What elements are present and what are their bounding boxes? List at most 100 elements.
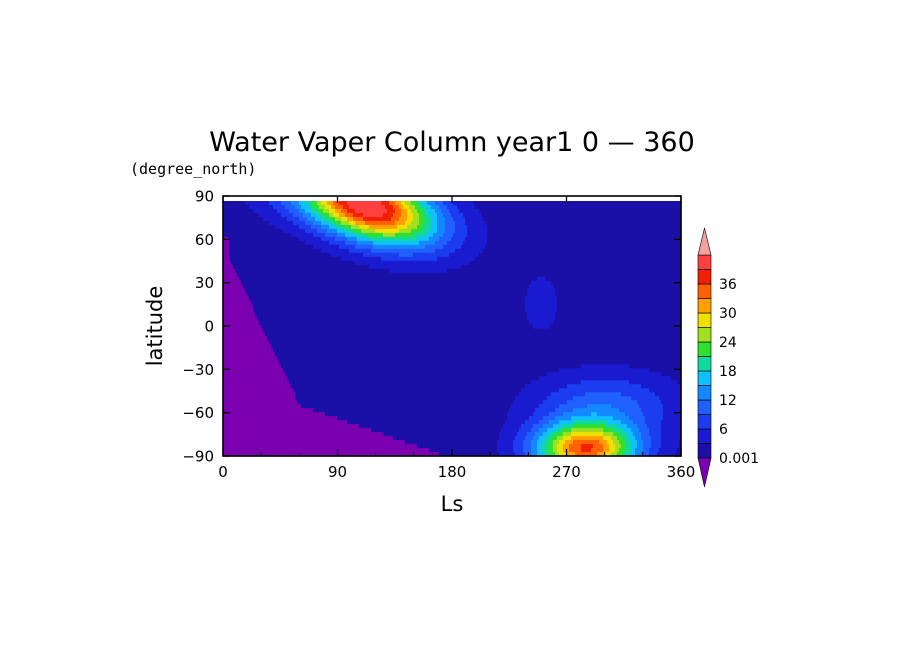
contour-cell: [343, 204, 350, 210]
contour-cell: [575, 452, 598, 457]
contour-cell: [417, 224, 424, 230]
contour-cell: [453, 216, 466, 222]
contour-cell: [541, 448, 548, 453]
contour-cell: [447, 268, 682, 274]
contour-cell: [383, 212, 394, 218]
contour-cell: [485, 244, 682, 250]
contour-cell: [529, 320, 554, 326]
contour-cell: [341, 256, 382, 262]
contour-cell: [455, 248, 484, 254]
contour-cell: [315, 216, 322, 222]
contour-cell: [649, 428, 662, 433]
y-axis: 90 60 30 0 −30 −60 −90: [182, 188, 681, 466]
contour-cell: [277, 208, 290, 214]
contour-cell: [331, 252, 364, 258]
contour-cell: [275, 352, 682, 357]
x-tick-label: 360: [667, 463, 696, 481]
contour-cell: [677, 448, 682, 453]
contour-cell: [229, 236, 300, 242]
contour-cell: [637, 424, 648, 429]
contour-cell: [521, 388, 560, 393]
contour-cell: [311, 201, 318, 206]
contour-cell: [555, 416, 572, 421]
contour-cell: [223, 380, 290, 385]
contour-cell: [621, 420, 634, 425]
contour-cell: [611, 436, 618, 441]
contour-cell: [475, 256, 682, 262]
contour-cell: [613, 416, 630, 421]
contour-cell: [631, 440, 638, 445]
contour-cell: [479, 208, 682, 214]
contour-cell: [329, 208, 336, 214]
contour-cell: [381, 201, 390, 206]
contour-cell: [223, 384, 292, 389]
contour-cell: [677, 380, 682, 385]
contour-cell: [369, 224, 398, 230]
contour-cell: [423, 212, 430, 218]
contour-cell: [465, 216, 484, 222]
contour-cell: [501, 428, 520, 433]
contour-cell: [223, 240, 230, 246]
contour-cell: [481, 212, 682, 218]
contour-cell: [283, 368, 560, 373]
contour-cell: [649, 368, 682, 373]
contour-cell: [223, 408, 314, 413]
contour-cell: [557, 296, 682, 302]
contour-cell: [635, 448, 644, 453]
contour-cell: [539, 376, 672, 381]
contour-cell: [431, 220, 438, 226]
contour-cell: [391, 216, 400, 222]
contour-cell: [437, 216, 446, 222]
contour-cell: [487, 224, 682, 230]
contour-cell: [429, 228, 438, 234]
contour-cell: [635, 436, 642, 441]
contour-cell: [425, 232, 434, 238]
contour-cell: [313, 204, 320, 210]
contour-cell: [309, 204, 314, 210]
contour-cell: [289, 208, 300, 214]
contour-cell: [423, 208, 428, 214]
contour-cell: [223, 336, 268, 342]
contour-cell: [649, 448, 660, 453]
contour-cell: [641, 384, 682, 389]
contour-cell: [529, 416, 544, 421]
contour-cell: [587, 404, 612, 409]
contour-cell: [513, 400, 544, 405]
contour-cell: [223, 400, 298, 405]
contour-cell: [339, 212, 346, 218]
contour-cell: [661, 432, 682, 437]
contour-cell: [439, 452, 500, 457]
contour-cell: [603, 428, 614, 433]
contour-cell: [229, 244, 314, 250]
contour-cell: [519, 392, 552, 397]
contour-cell: [513, 440, 524, 445]
contour-cell: [395, 201, 402, 206]
contour-cell: [663, 404, 682, 409]
contour-cell: [223, 252, 230, 258]
contour-cell: [335, 208, 342, 214]
contour-cell: [437, 212, 444, 218]
contour-cell: [455, 220, 466, 226]
contour-cell: [305, 201, 312, 206]
contour-cell: [549, 432, 556, 437]
contour-cell: [641, 436, 652, 441]
contour-cell: [631, 428, 640, 433]
contour-cell: [317, 208, 324, 214]
contour-cell: [289, 380, 532, 385]
contour-cell: [295, 396, 516, 401]
contour-cell: [571, 432, 604, 437]
colorbar-label: 24: [719, 335, 737, 351]
contour-cell: [285, 204, 296, 210]
contour-cell: [555, 428, 562, 433]
contour-cell: [261, 324, 534, 330]
contour-cell: [223, 340, 270, 346]
contour-cell: [345, 212, 354, 218]
contour-cell: [451, 236, 466, 242]
contour-cell: [641, 408, 664, 413]
contour-cell: [547, 428, 556, 433]
contour-cell: [531, 280, 552, 286]
contour-cell: [629, 436, 636, 441]
contour-cell: [561, 428, 572, 433]
contour-cell: [223, 356, 278, 361]
contour-cell: [655, 392, 682, 397]
